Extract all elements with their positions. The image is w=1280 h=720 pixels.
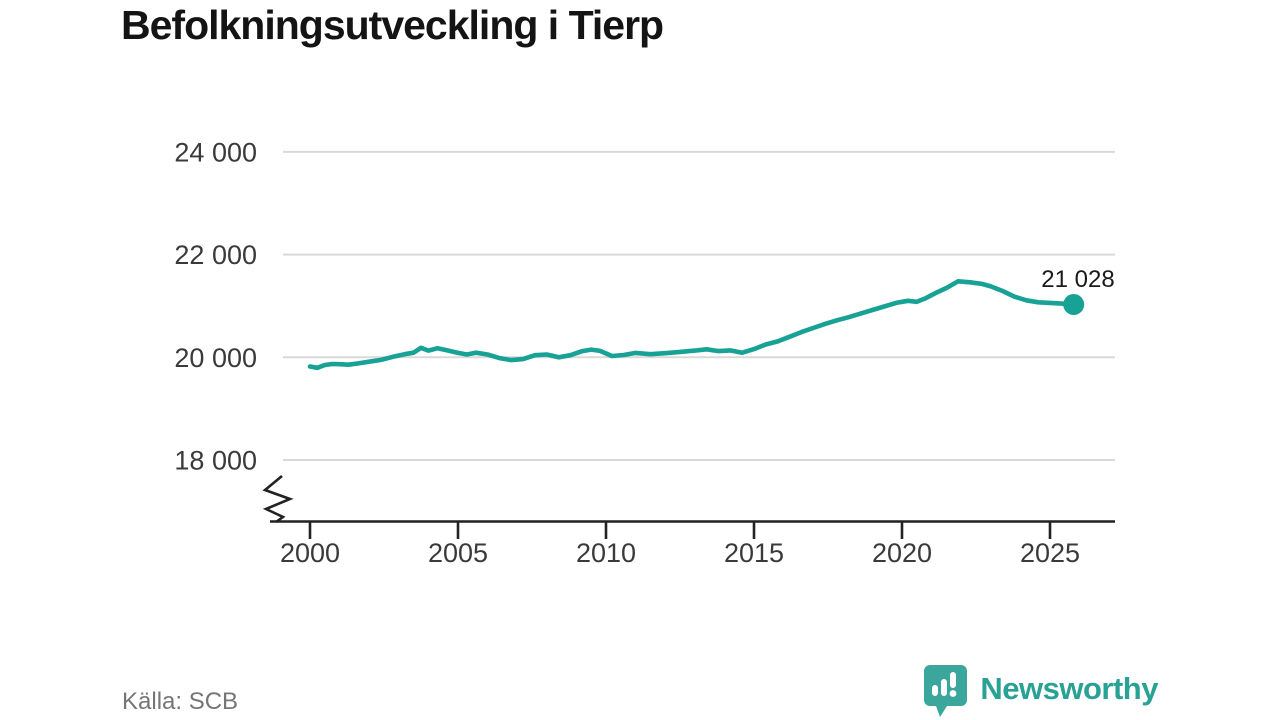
- chart-title: Befolkningsutveckling i Tierp: [121, 2, 664, 48]
- y-axis-tick-label: 18 000: [174, 446, 257, 476]
- x-axis-tick-label: 2020: [872, 538, 932, 568]
- population-line: [307, 278, 1076, 371]
- x-axis-tick-label: 2005: [428, 538, 488, 568]
- newsworthy-wordmark: Newsworthy: [980, 671, 1158, 706]
- y-axis-tick-label: 22 000: [174, 240, 257, 270]
- axis-break-icon: [262, 474, 294, 524]
- y-axis-tick-label: 20 000: [174, 343, 257, 373]
- end-value-label: 21 028: [1041, 266, 1115, 293]
- x-axis-tick-label: 2010: [576, 538, 636, 568]
- x-axis-tick-label: 2000: [280, 538, 340, 568]
- newsworthy-logo: Newsworthy: [922, 662, 1158, 720]
- x-axis-tick-label: 2025: [1020, 538, 1080, 568]
- x-axis-tick-label: 2015: [724, 538, 784, 568]
- source-caption: Källa: SCB: [122, 688, 239, 715]
- endpoint-dot: [1063, 294, 1085, 316]
- y-axis-tick-label: 24 000: [174, 137, 257, 167]
- speech-bubble-bar-chart-icon: [924, 665, 968, 717]
